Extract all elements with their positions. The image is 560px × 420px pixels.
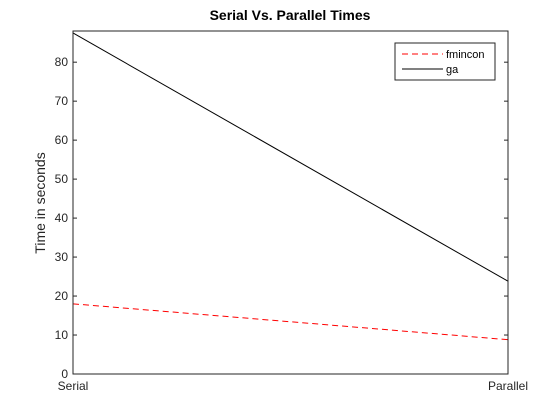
legend: fmincon ga <box>394 42 496 81</box>
y-tick-label: 0 <box>61 367 68 381</box>
series-layer <box>72 32 509 341</box>
y-tick-label: 10 <box>55 328 69 342</box>
x-tick-label: Serial <box>58 379 89 393</box>
series-line-ga <box>72 32 509 282</box>
y-tick-label: 50 <box>55 172 69 186</box>
y-tick-label: 80 <box>55 55 69 69</box>
y-axis-label: Time in seconds <box>32 152 48 253</box>
y-tick-label: 30 <box>55 250 69 264</box>
ticks-layer: 0 10 20 30 40 50 60 70 80 Serial Parallel <box>55 55 528 393</box>
legend-label-ga: ga <box>446 64 459 76</box>
legend-label-fmincon: fmincon <box>446 49 485 61</box>
x-tick-label: Parallel <box>488 379 528 393</box>
y-tick-label: 40 <box>55 211 69 225</box>
y-tick-label: 60 <box>55 133 69 147</box>
y-tick-label: 70 <box>55 94 69 108</box>
y-tick-label: 20 <box>55 289 69 303</box>
plot-border <box>72 30 509 375</box>
legend-box <box>394 42 496 81</box>
chart-title: Serial Vs. Parallel Times <box>210 7 371 23</box>
plot-area <box>73 31 508 374</box>
series-line-fmincon <box>72 303 509 341</box>
